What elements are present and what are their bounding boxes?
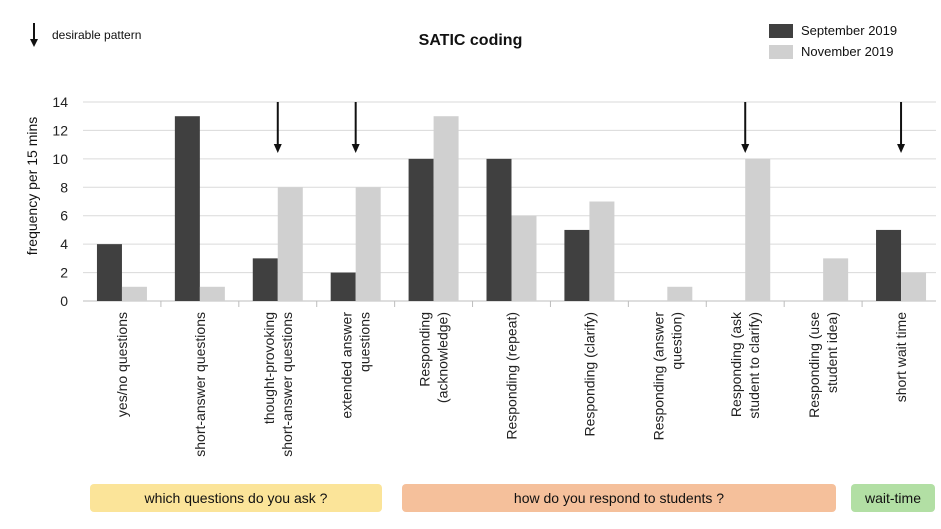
x-tick-label: yes/no questions — [114, 312, 130, 417]
legend-entry-september: September 2019 — [769, 20, 897, 41]
group-questions: which questions do you ask ? — [90, 484, 382, 512]
x-tick-label: Responding (use student idea) — [806, 312, 840, 418]
y-axis-label: frequency per 15 mins — [24, 117, 40, 256]
y-tick-label: 6 — [60, 208, 68, 224]
y-tick-label: 4 — [60, 236, 68, 252]
legend-swatch-september — [769, 23, 793, 38]
x-tick-label: short wait time — [893, 312, 909, 402]
y-axis: 0 2 4 6 8 10 12 14 — [52, 94, 68, 309]
y-tick-label: 0 — [60, 293, 68, 309]
bar-september — [330, 272, 356, 301]
group-responding: how do you respond to students ? — [402, 484, 836, 512]
bar-september — [486, 158, 512, 301]
x-tick-label: Responding (acknowledge) — [417, 312, 451, 403]
desirable-arrows — [273, 102, 906, 153]
bar-november — [511, 215, 537, 301]
legend-label-september: September 2019 — [801, 23, 898, 38]
bar-september — [96, 244, 122, 301]
bar-november — [121, 286, 147, 301]
down-arrow-icon — [30, 23, 38, 47]
bars — [96, 116, 927, 301]
down-arrow-icon — [273, 102, 282, 153]
bar-november — [199, 286, 225, 301]
x-axis-labels: yes/no questions short-answer questions th… — [114, 311, 909, 457]
bar-september — [408, 158, 434, 301]
bar-november — [667, 286, 693, 301]
legend-entry-november: November 2019 — [769, 41, 897, 62]
bar-november — [277, 187, 303, 301]
bar-november — [355, 187, 381, 301]
y-tick-label: 8 — [60, 179, 68, 195]
bar-november — [589, 201, 615, 301]
bar-september — [174, 116, 200, 301]
x-tick-label: thought-provoking short-answer questions — [261, 312, 295, 457]
y-tick-label: 14 — [52, 94, 68, 110]
bar-november — [823, 258, 849, 301]
down-arrow-icon — [897, 102, 906, 153]
x-tick-label: Responding (clarify) — [581, 312, 597, 437]
legend-label-november: November 2019 — [801, 44, 894, 59]
chart-title: SATIC coding — [418, 32, 523, 49]
bar-november — [433, 116, 459, 301]
x-tick-label: Responding (ask student to clarify) — [728, 311, 762, 419]
y-tick-label: 10 — [52, 151, 68, 167]
desirable-pattern-legend: desirable pattern — [28, 22, 141, 48]
legend-swatch-november — [769, 44, 793, 59]
legend: September 2019 November 2019 — [769, 20, 897, 62]
y-tick-label: 2 — [60, 265, 68, 281]
bar-november — [745, 158, 771, 301]
desirable-pattern-label: desirable pattern — [52, 28, 142, 42]
bar-november — [901, 272, 927, 301]
x-tick-label: Responding (answer question) — [650, 312, 684, 441]
y-tick-label: 12 — [52, 122, 68, 138]
x-tick-label: extended answer questions — [339, 312, 373, 419]
group-wait-time: wait-time — [851, 484, 935, 512]
down-arrow-icon — [351, 102, 360, 153]
bar-september — [252, 258, 278, 301]
down-arrow-icon — [741, 102, 750, 153]
x-tick-label: short-answer questions — [192, 312, 208, 457]
bar-september — [564, 229, 590, 301]
bar-september — [876, 229, 902, 301]
x-tick-label: Responding (repeat) — [504, 312, 520, 440]
